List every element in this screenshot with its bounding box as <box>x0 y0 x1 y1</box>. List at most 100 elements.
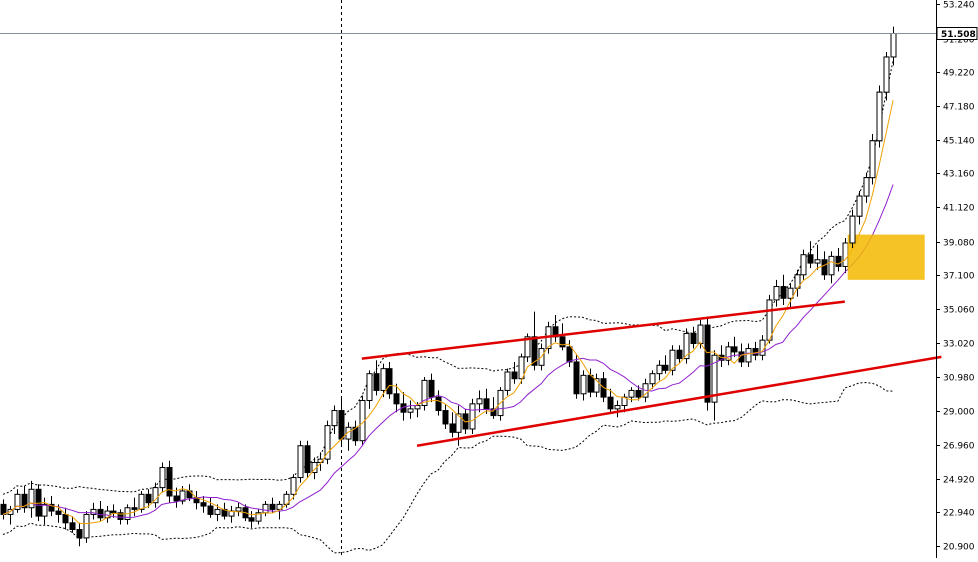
price-tick-label: 49.220 <box>943 69 975 79</box>
candle-body <box>160 468 165 488</box>
candle-body <box>339 411 344 439</box>
candle <box>298 441 303 483</box>
candle-body <box>698 325 703 343</box>
candle-body <box>608 397 613 409</box>
current-price-label: 51.508 <box>941 30 976 40</box>
candle-body <box>167 468 172 496</box>
candle-body <box>201 503 206 506</box>
candle-body <box>1 504 6 514</box>
candle-body <box>767 300 772 340</box>
candle-body <box>208 506 213 514</box>
candle-body <box>505 372 510 390</box>
price-tick-label: 20.900 <box>943 543 975 553</box>
candle-body <box>77 530 82 538</box>
candle-body <box>870 141 875 178</box>
candle-body <box>884 57 889 92</box>
price-tick-label: 43.160 <box>943 170 975 180</box>
candle-body <box>560 337 565 347</box>
candle-body <box>663 365 668 370</box>
price-tick-label: 24.920 <box>943 476 975 486</box>
candle <box>167 461 172 503</box>
candle-body <box>581 375 586 393</box>
candle-body <box>470 404 475 429</box>
candle-body <box>705 325 710 402</box>
candle-body <box>381 369 386 391</box>
candle-body <box>891 34 896 57</box>
candle-body <box>305 446 310 473</box>
candle-body <box>249 518 254 521</box>
candle-body <box>857 196 862 216</box>
price-tick-label: 33.020 <box>943 340 975 350</box>
candle <box>877 85 882 147</box>
price-tick-label: 39.080 <box>943 239 975 249</box>
candle-body <box>236 508 241 511</box>
candle <box>870 134 875 184</box>
candle-body <box>636 390 641 397</box>
price-tick-label: 37.100 <box>943 272 975 282</box>
candle-body <box>291 478 296 495</box>
candle <box>498 387 503 421</box>
price-tick-label: 22.940 <box>943 509 975 519</box>
candle-body <box>70 523 75 530</box>
candle-body <box>139 494 144 509</box>
candle-body <box>691 333 696 343</box>
candle-body <box>42 504 47 516</box>
candle-body <box>325 426 330 460</box>
candle-body <box>567 347 572 362</box>
price-tick-label: 35.060 <box>943 306 975 316</box>
candle-body <box>263 504 268 512</box>
candle-body <box>111 511 116 513</box>
candle-body <box>822 260 827 275</box>
price-tick-label: 53.240 <box>943 1 975 11</box>
candle <box>305 441 310 478</box>
candle-body <box>829 256 834 274</box>
candle-body <box>450 424 455 432</box>
candle-body <box>153 488 158 503</box>
candle-body <box>864 178 869 196</box>
candle-body <box>332 411 337 426</box>
highlight-rectangle[interactable] <box>848 235 925 280</box>
candle <box>422 377 427 411</box>
candle-body <box>650 374 655 384</box>
candle-body <box>850 216 855 243</box>
candle-body <box>215 509 220 514</box>
price-tick-label: 45.140 <box>943 137 975 147</box>
candle-body <box>374 374 379 391</box>
candle-body <box>753 349 758 356</box>
candle <box>574 355 579 399</box>
candle-body <box>387 369 392 394</box>
candle-body <box>629 390 634 397</box>
candle-body <box>801 255 806 275</box>
candle-body <box>443 411 448 424</box>
candle-body <box>98 509 103 517</box>
candle-body <box>63 514 68 522</box>
candle-body <box>836 256 841 266</box>
candle <box>325 421 330 465</box>
candle <box>84 511 89 543</box>
candle-body <box>815 260 820 263</box>
price-tick-label: 47.180 <box>943 103 975 113</box>
price-tick-label: 26.960 <box>943 442 975 452</box>
candle-body <box>746 349 751 362</box>
candle-body <box>588 375 593 392</box>
candle-body <box>615 406 620 409</box>
candle-body <box>415 406 420 409</box>
candle-body <box>56 511 61 514</box>
price-tick-label: 30.980 <box>943 374 975 384</box>
candle-body <box>732 347 737 352</box>
candle-body <box>843 243 848 266</box>
candle-body <box>484 399 489 409</box>
candle-body <box>270 504 275 509</box>
candle-body <box>574 362 579 394</box>
candle-body <box>808 255 813 263</box>
candle-body <box>781 287 786 299</box>
candle-body <box>774 287 779 300</box>
price-tick-label: 41.120 <box>943 204 975 214</box>
candle-body <box>657 365 662 373</box>
candle-body <box>429 380 434 397</box>
candle-body <box>436 397 441 410</box>
candle-body <box>877 92 882 141</box>
candle-body <box>298 446 303 478</box>
